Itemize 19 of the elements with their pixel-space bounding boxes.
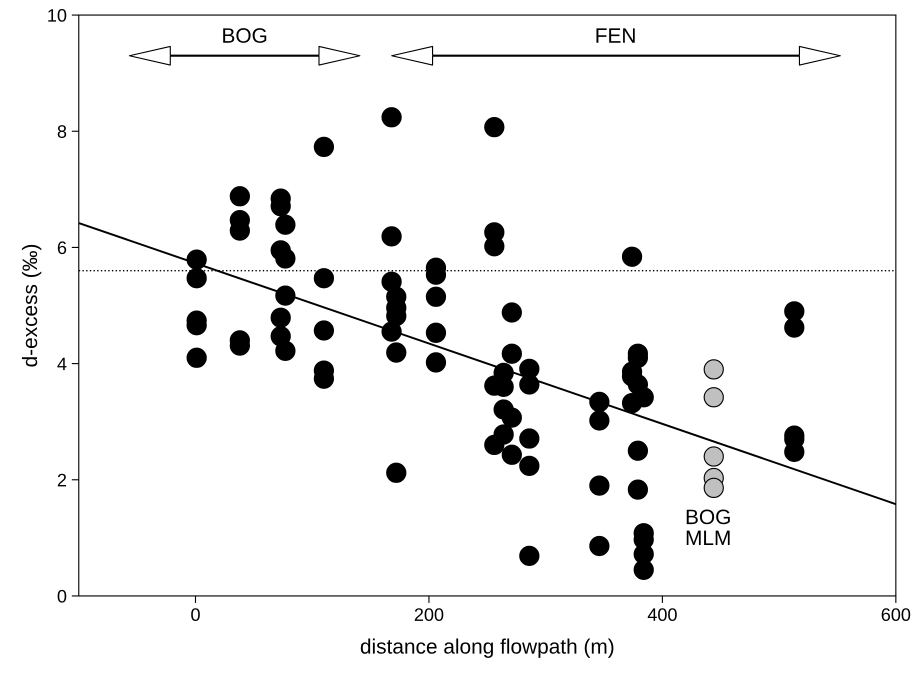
y-axis-title: d-excess (‰) (22, 244, 42, 367)
x-tick-label: 600 (882, 608, 910, 622)
y-tick-label: 8 (58, 125, 66, 138)
annotation: BOG (223, 28, 266, 43)
x-tick-label: 0 (191, 608, 200, 622)
point (704, 359, 724, 380)
x-tick-label: 400 (648, 608, 677, 622)
y-tick-label: 2 (58, 474, 66, 486)
y-tick-label: 6 (58, 241, 66, 254)
point (704, 446, 724, 467)
point (704, 478, 724, 498)
y-tick-label: 10 (48, 9, 66, 22)
point (704, 387, 724, 408)
x-tick-label: 200 (414, 608, 444, 622)
annotation: FEN (596, 28, 635, 43)
annotation: BOG MLM (686, 510, 730, 545)
y-tick-label: 4 (57, 358, 66, 370)
x-axis-title: distance along flowpath (m) (360, 638, 614, 658)
y-tick-label: 0 (58, 590, 66, 603)
